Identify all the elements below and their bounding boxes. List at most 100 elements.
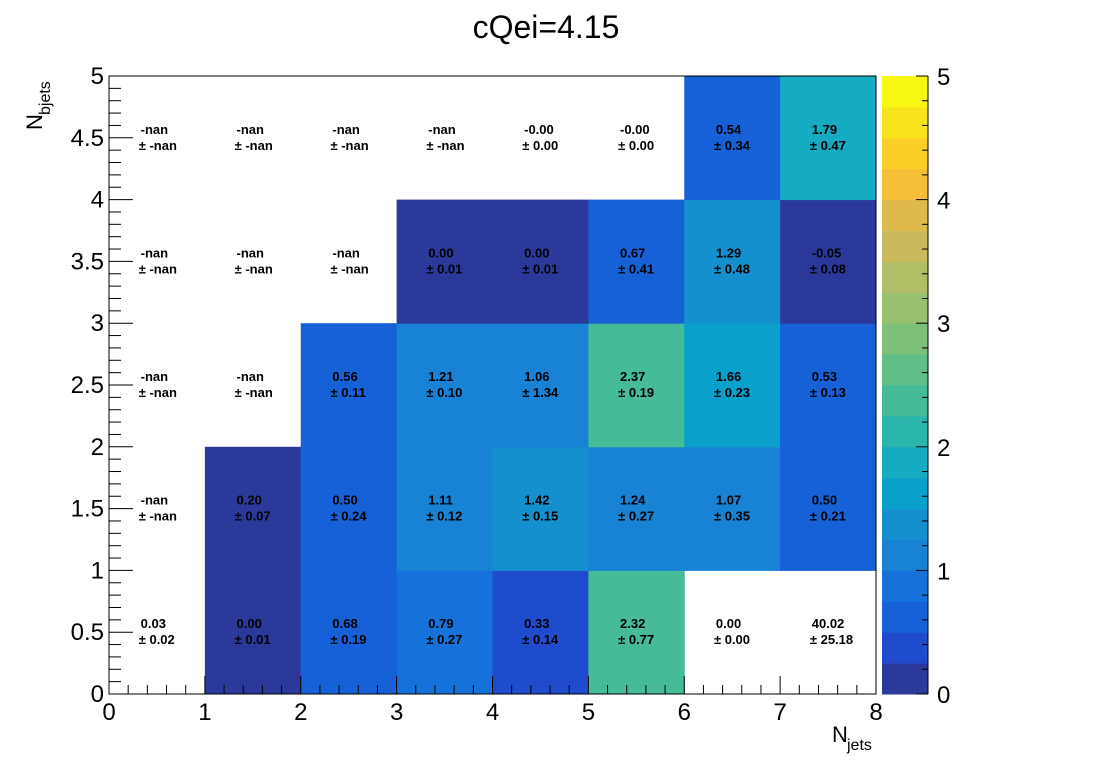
cell-value-label: 1.66 [716,369,741,384]
cell-value-label: 0.53 [812,369,837,384]
heatmap-cell [780,323,877,448]
x-tick-label: 5 [582,699,595,726]
x-axis-title: N jets [832,722,872,754]
cell-error-label: ± -nan [139,385,177,400]
cell-error-label: ± -nan [426,138,464,153]
y-tick-label: 0.5 [71,619,104,646]
heatmap-cell [684,76,781,201]
palette-swatch [882,477,928,510]
heatmap-cell [300,570,398,695]
cell-error-label: ± -nan [235,261,273,276]
cell-value-label: 0.56 [332,369,357,384]
cell-value-label: -nan [332,245,360,260]
z-tick-label: 2 [937,435,950,462]
cell-value-label: 0.50 [812,493,837,508]
cell-value-label: -0.00 [524,122,554,137]
x-tick-label: 0 [102,699,115,726]
cell-value-label: 0.54 [716,122,742,137]
heatmap-cell [588,570,685,695]
y-axis-title: N bjets [22,81,54,130]
cell-value-label: -0.00 [620,122,650,137]
cell-value-label: 0.33 [524,616,549,631]
cell-value-label: -0.05 [812,245,842,260]
y-tick-label: 2.5 [71,372,104,399]
z-tick-label: 3 [937,311,950,338]
heatmap-cell [684,323,781,448]
heatmap-cell [396,570,493,695]
cell-error-label: ± 0.00 [618,138,654,153]
cell-value-label: 0.79 [428,616,453,631]
heatmap-cell [300,446,398,571]
y-tick-label: 2 [91,434,104,461]
y-tick-label: 0 [91,681,104,708]
x-tick-label: 7 [773,699,786,726]
cell-error-label: ± 25.18 [810,632,853,647]
cell-error-label: ± 0.19 [330,632,366,647]
palette-swatch [882,508,928,540]
palette-swatch [882,354,928,386]
heatmap-cell [300,323,398,448]
y-tick-label: 3 [91,310,104,337]
cell-value-label: 1.06 [524,369,549,384]
cell-value-label: -nan [237,245,264,260]
cell-value-label: -nan [332,122,360,137]
cell-value-label: 2.37 [620,369,645,384]
cell-error-label: ± 0.02 [139,632,175,647]
heatmap-cell [588,446,685,571]
cell-value-label: 0.67 [620,245,645,260]
cell-error-label: ± 0.27 [426,632,462,647]
cell-error-label: ± 0.21 [810,509,846,524]
cell-value-label: 2.32 [620,616,645,631]
cell-error-label: ± 0.35 [714,509,750,524]
palette-swatch [882,106,928,139]
cell-error-label: ± 0.01 [426,261,462,276]
cell-value-label: -nan [428,122,456,137]
cell-value-label: 0.00 [524,245,549,260]
palette-swatch [882,415,928,448]
cell-value-label: 1.07 [716,493,741,508]
x-tick-label: 1 [198,699,211,726]
x-axis-title-main: N [832,722,848,747]
cell-value-label: 40.02 [812,616,845,631]
cell-error-label: ± 0.34 [714,138,751,153]
cell-error-label: ± -nan [330,261,368,276]
cell-error-label: ± -nan [139,509,177,524]
y-axis-title-main: N [22,114,47,130]
palette-swatch [882,261,928,293]
heatmap-cell [684,446,781,571]
cell-value-label: 0.00 [716,616,741,631]
heatmap-cell [492,570,589,695]
palette-swatch [882,663,928,695]
palette-swatch [882,632,928,664]
heatmap-cell [492,446,589,571]
cell-value-label: -nan [237,122,264,137]
cell-error-label: ± -nan [139,138,177,153]
cell-error-label: ± 0.01 [235,632,271,647]
palette-swatch [882,323,928,355]
cell-error-label: ± 0.15 [522,509,558,524]
cell-value-label: 1.79 [812,122,837,137]
cell-error-label: ± 0.12 [426,509,462,524]
cell-error-label: ± 0.48 [714,261,750,276]
cell-error-label: ± 0.14 [522,632,559,647]
palette-swatch [882,168,928,201]
cell-error-label: ± 0.00 [714,632,750,647]
cell-error-label: ± 0.24 [330,509,367,524]
cell-error-label: ± 0.47 [810,138,846,153]
cell-value-label: -nan [141,245,169,260]
palette-swatch [882,230,928,262]
z-tick-label: 5 [937,64,950,91]
chart-title: cQei=4.15 [473,9,620,45]
cell-value-label: 0.68 [332,616,357,631]
palette-swatch [882,199,928,231]
cell-value-label: 0.50 [332,493,357,508]
x-tick-label: 8 [869,699,882,726]
cell-error-label: ± 0.41 [618,261,654,276]
y-tick-label: 3.5 [71,248,104,275]
cell-error-label: ± -nan [330,138,368,153]
y-axis-title-sub: bjets [37,81,54,115]
cell-error-label: ± 0.27 [618,509,654,524]
heatmap-cell [492,199,589,324]
cell-error-label: ± 0.10 [426,385,462,400]
